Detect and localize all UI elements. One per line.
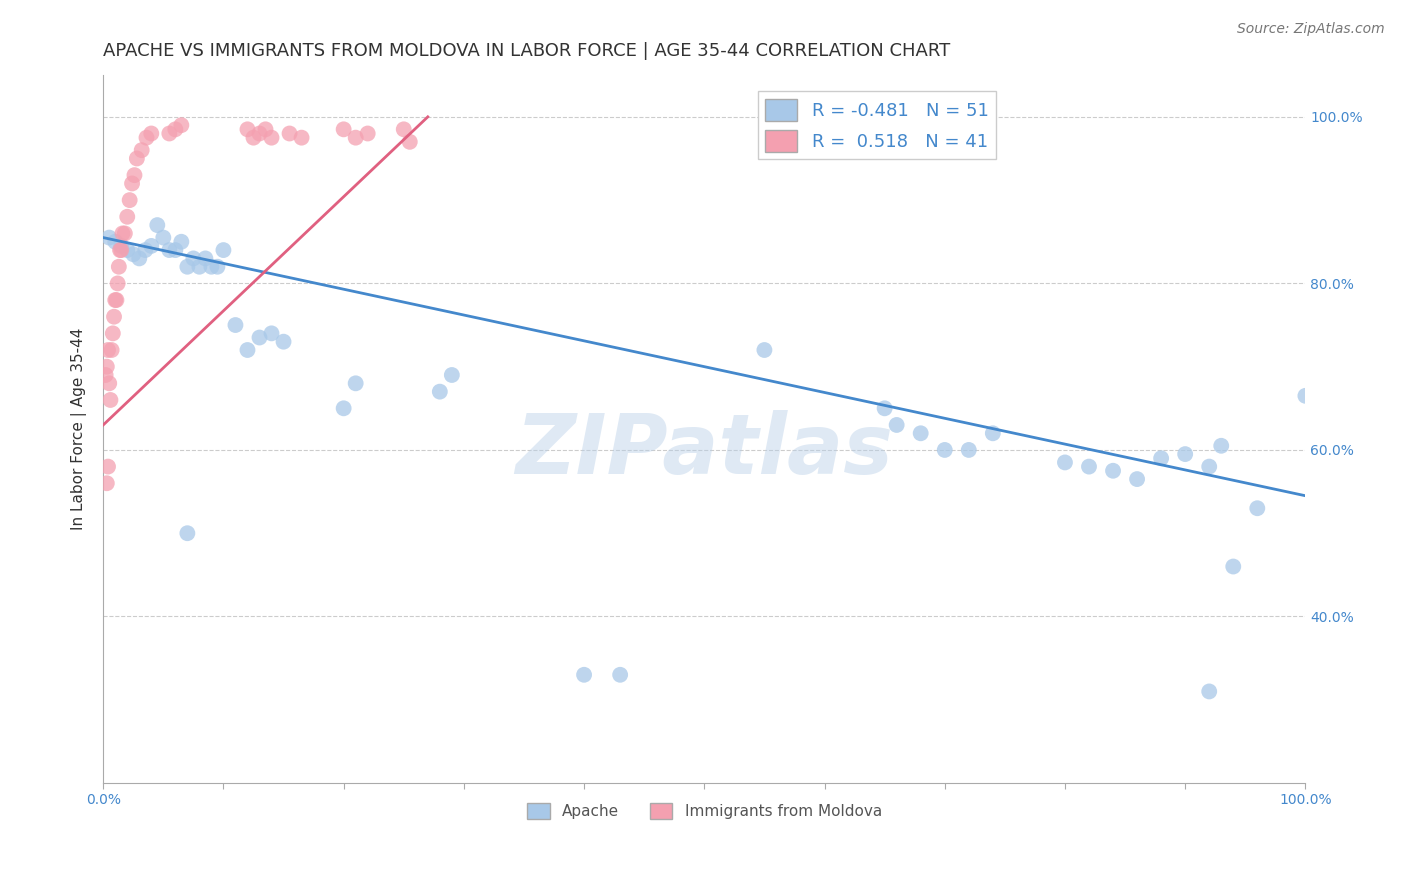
Point	[100, 392, 122, 407]
Point	[105, 293, 128, 307]
Point	[609, 667, 631, 681]
Point	[290, 130, 312, 145]
Point	[357, 127, 380, 141]
Point	[934, 442, 956, 457]
Point	[165, 243, 187, 257]
Point	[260, 130, 283, 145]
Point	[97, 459, 120, 474]
Text: APACHE VS IMMIGRANTS FROM MOLDOVA IN LABOR FORCE | AGE 35-44 CORRELATION CHART: APACHE VS IMMIGRANTS FROM MOLDOVA IN LAB…	[103, 42, 950, 60]
Point	[207, 260, 229, 274]
Point	[125, 152, 148, 166]
Point	[183, 252, 205, 266]
Point	[1102, 464, 1125, 478]
Point	[103, 310, 125, 324]
Point	[440, 368, 463, 382]
Text: Source: ZipAtlas.com: Source: ZipAtlas.com	[1237, 22, 1385, 37]
Point	[260, 326, 283, 341]
Point	[104, 235, 127, 249]
Point	[188, 260, 211, 274]
Point	[873, 401, 896, 416]
Point	[1222, 559, 1244, 574]
Point	[104, 293, 127, 307]
Point	[249, 127, 271, 141]
Point	[176, 526, 198, 541]
Point	[332, 122, 354, 136]
Point	[157, 127, 180, 141]
Point	[236, 122, 259, 136]
Point	[114, 227, 136, 241]
Point	[96, 476, 118, 491]
Point	[124, 168, 146, 182]
Point	[170, 235, 193, 249]
Point	[1246, 501, 1268, 516]
Point	[1198, 684, 1220, 698]
Y-axis label: In Labor Force | Age 35-44: In Labor Force | Age 35-44	[72, 328, 87, 531]
Point	[957, 442, 980, 457]
Point	[1211, 439, 1233, 453]
Point	[146, 218, 169, 232]
Point	[108, 243, 131, 257]
Point	[100, 343, 122, 357]
Point	[110, 239, 132, 253]
Point	[1174, 447, 1197, 461]
Point	[152, 230, 174, 244]
Point	[135, 130, 157, 145]
Point	[141, 239, 163, 253]
Point	[96, 359, 118, 374]
Point	[176, 260, 198, 274]
Point	[108, 260, 131, 274]
Point	[886, 417, 908, 432]
Point	[194, 252, 217, 266]
Point	[398, 135, 420, 149]
Text: ZIPatlas: ZIPatlas	[516, 409, 893, 491]
Point	[107, 277, 129, 291]
Point	[392, 122, 415, 136]
Point	[1078, 459, 1101, 474]
Point	[98, 376, 121, 391]
Point	[344, 376, 367, 391]
Point	[242, 130, 264, 145]
Point	[332, 401, 354, 416]
Point	[98, 230, 121, 244]
Point	[1126, 472, 1149, 486]
Point	[111, 227, 134, 241]
Point	[249, 330, 271, 344]
Point	[131, 143, 153, 157]
Point	[121, 177, 143, 191]
Point	[224, 318, 246, 332]
Legend: Apache, Immigrants from Moldova: Apache, Immigrants from Moldova	[520, 797, 889, 825]
Point	[273, 334, 295, 349]
Point	[254, 122, 277, 136]
Point	[117, 243, 139, 257]
Point	[1294, 389, 1316, 403]
Point	[134, 243, 156, 257]
Point	[110, 243, 132, 257]
Point	[1053, 455, 1076, 469]
Point	[97, 343, 120, 357]
Point	[117, 210, 139, 224]
Point	[1150, 451, 1173, 466]
Point	[165, 122, 187, 136]
Point	[212, 243, 235, 257]
Point	[429, 384, 451, 399]
Point	[157, 243, 180, 257]
Point	[981, 426, 1004, 441]
Point	[278, 127, 301, 141]
Point	[128, 252, 150, 266]
Point	[118, 193, 141, 207]
Point	[910, 426, 932, 441]
Point	[344, 130, 367, 145]
Point	[572, 667, 595, 681]
Point	[1198, 459, 1220, 474]
Point	[170, 118, 193, 132]
Point	[122, 247, 145, 261]
Point	[94, 368, 117, 382]
Point	[200, 260, 222, 274]
Point	[754, 343, 776, 357]
Point	[101, 326, 124, 341]
Point	[236, 343, 259, 357]
Point	[141, 127, 163, 141]
